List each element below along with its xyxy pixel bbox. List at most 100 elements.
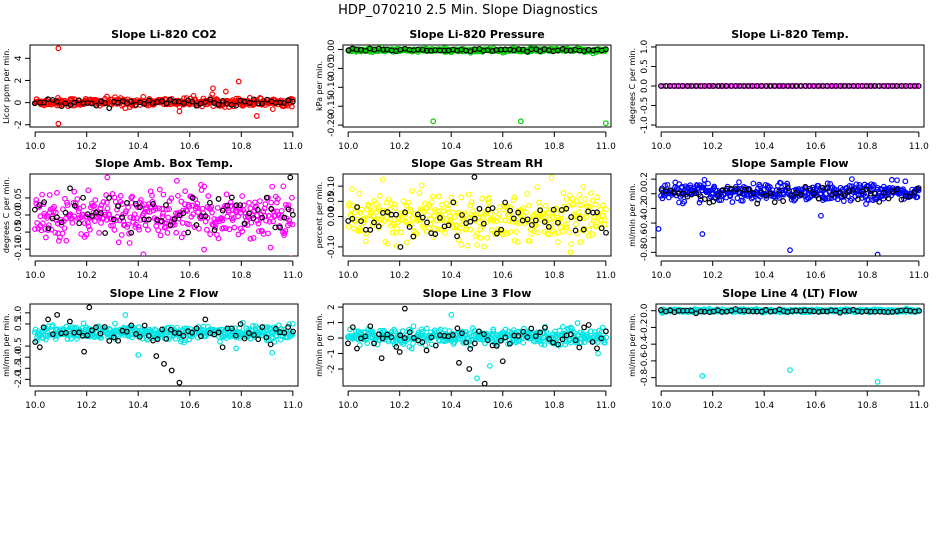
data-point [532,217,539,224]
data-point [547,206,554,213]
data-point [572,221,579,228]
x-tick-label: 10.8 [231,271,251,281]
data-point [736,179,742,186]
data-point [103,199,110,206]
data-points [345,45,609,127]
data-point [106,338,113,344]
data-point [471,340,478,347]
chart-panel-9: Slope Line 4 (LT) Flow 10.0 10.2 10.4 10.6 10… [628,287,929,411]
data-point [419,339,426,346]
data-point [525,202,532,209]
x-tick-label: 10.0 [651,401,671,411]
data-point [235,213,241,220]
data-point [74,335,80,342]
outlier-point [699,231,706,237]
data-point [407,328,414,335]
data-point [497,337,504,344]
data-point [167,222,174,228]
data-point [513,220,520,226]
data-point [176,98,182,105]
data-point [41,199,47,206]
data-point [492,208,499,215]
data-point [555,341,561,348]
chart-panel-7: Slope Line 2 Flow 10.0 10.2 10.4 10.6 10.8 11.… [2,287,303,411]
y-tick-label: 0.05 [327,191,337,211]
x-tick-label: 10.8 [857,142,877,152]
data-point [280,183,287,190]
data-point [366,203,373,210]
data-point [189,195,196,201]
data-point [567,324,574,331]
data-point [590,217,597,224]
data-point [662,182,668,189]
data-point [80,194,86,201]
data-point [289,221,296,228]
data-point [42,226,49,232]
data-point [459,330,465,337]
data-point [268,199,275,206]
data-point [232,332,239,339]
data-point [916,307,923,314]
data-point [141,322,148,329]
outlier-point [848,176,855,183]
data-point [266,218,273,225]
data-point [384,209,391,215]
plot-frame [342,44,612,128]
data-point [237,321,244,328]
data-point [576,215,583,222]
y-tick-label: -0.10 [327,235,337,259]
data-point [49,331,56,338]
data-point [557,215,564,222]
data-point [537,329,544,336]
data-point [271,338,278,345]
x-tick-label: 11.0 [909,401,929,411]
data-point [186,221,192,228]
data-point [84,219,91,226]
data-point [598,225,605,232]
data-point [406,329,413,336]
data-point [263,334,270,341]
data-point [872,190,879,197]
data-point [432,342,439,349]
data-point [667,187,674,194]
data-point [414,211,421,218]
data-point [248,219,255,226]
x-tick-label: 10.4 [441,142,461,152]
data-point [476,219,482,226]
x-tick-label: 10.0 [651,142,671,152]
data-point [559,228,565,235]
data-point [776,187,783,194]
data-point [693,310,699,317]
data-point [674,189,681,196]
data-point [550,339,557,346]
data-point [259,228,265,235]
data-point [585,322,592,328]
data-point [255,336,262,343]
plot-frame [342,173,612,257]
data-point [110,216,117,223]
data-point [58,219,65,226]
data-point [428,334,435,341]
data-point [573,197,580,204]
data-point [367,227,374,233]
y-tick-label: 1 [327,320,337,326]
data-point [792,196,799,203]
data-point [820,308,826,315]
data-point [520,205,527,212]
data-point [67,185,73,192]
x-tick-label: 10.8 [231,142,251,152]
y-tick-label: -0.6 [640,229,650,247]
data-point [496,211,503,218]
data-point [58,222,65,228]
data-point [184,327,191,334]
x-tick-label: 10.4 [128,142,148,152]
data-point [510,197,517,203]
data-point [137,197,144,203]
data-point [546,336,553,342]
data-point [580,183,587,190]
data-point [467,48,474,55]
series-highlight [345,305,609,386]
data-point [591,214,597,221]
y-tick-label: -0.8 [640,369,650,387]
data-point [578,339,585,346]
